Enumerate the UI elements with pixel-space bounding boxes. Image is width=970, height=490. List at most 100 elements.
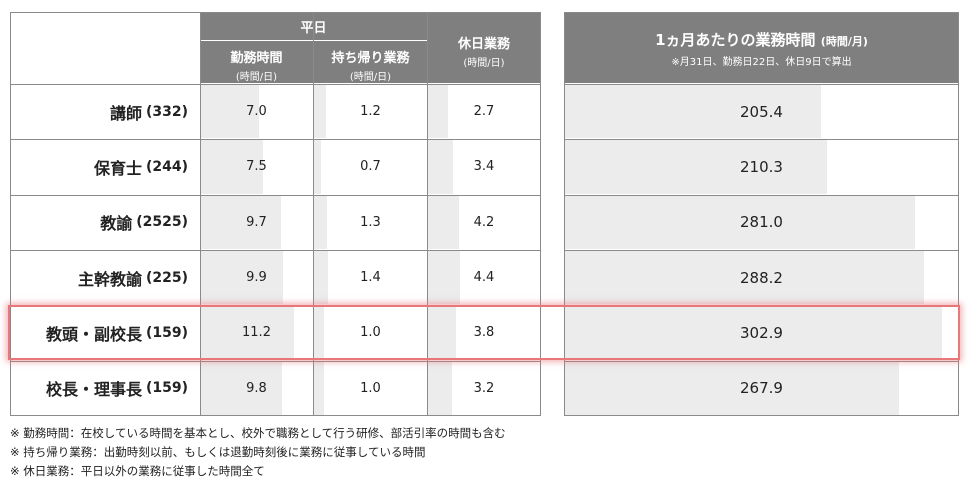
value-monthly: 267.9 (740, 379, 783, 398)
footnotes: ※ 勤務時間：在校している時間を基本とし、校外で職務として行う研修、部活引率の時… (10, 424, 506, 481)
bar-work (200, 361, 283, 415)
cell-takehome: 1.0 (314, 306, 427, 360)
value-monthly: 210.3 (740, 157, 783, 176)
bar-monthly (565, 85, 821, 139)
footnote-work-hours: ※ 勤務時間：在校している時間を基本とし、校外で職務として行う研修、部活引率の時… (10, 426, 506, 440)
holiday-header: 休日業務 (時間/日) (428, 12, 540, 83)
value-holiday: 4.4 (473, 270, 495, 286)
row-label: 主幹教諭 (225) (10, 250, 200, 305)
value-takehome: 1.4 (360, 270, 381, 286)
column-divider (427, 12, 428, 416)
bar-work (200, 250, 283, 305)
bar-work (200, 85, 259, 139)
value-work: 7.0 (246, 104, 267, 120)
value-holiday: 4.2 (473, 214, 495, 230)
monthly-header-unit: (時間/月) (820, 35, 868, 48)
monthly-header-note: ※月31日、勤務日22日、休日9日で算出 (671, 57, 852, 68)
cell-holiday: 3.4 (428, 140, 540, 194)
bar-work (200, 140, 263, 194)
monthly-header: 1ヵ月あたりの業務時間 (時間/月) ※月31日、勤務日22日、休日9日で算出 (565, 12, 958, 83)
row-divider (10, 139, 541, 141)
cell-monthly: 288.2 (565, 250, 958, 305)
value-monthly: 281.0 (740, 213, 783, 232)
cell-monthly: 210.3 (565, 140, 958, 194)
row-divider (10, 305, 541, 307)
row-label-text: 講師 (109, 103, 142, 123)
row-label-text: 教諭 (100, 214, 133, 234)
row-label: 保育士 (244) (10, 139, 200, 194)
bar-takehome (314, 306, 324, 360)
footnote-holiday: ※ 休日業務：平日以外の業務に従事した時間全て (10, 464, 265, 478)
value-takehome: 1.0 (360, 380, 381, 396)
value-work: 9.9 (246, 270, 267, 286)
bar-monthly (565, 140, 827, 194)
cell-work: 7.0 (200, 85, 313, 139)
row-count: (332) (145, 103, 188, 120)
bar-holiday (428, 361, 452, 415)
row-label-text: 教頭・副校長 (45, 324, 142, 344)
row-count: (2525) (136, 214, 188, 231)
bar-takehome (314, 250, 328, 305)
cell-work: 11.2 (200, 306, 313, 360)
bar-work (200, 195, 282, 249)
row-divider (10, 194, 541, 196)
bar-work (200, 306, 294, 360)
bar-monthly (565, 250, 924, 305)
bar-takehome (314, 85, 326, 139)
value-monthly: 205.4 (740, 102, 783, 121)
cell-work: 9.9 (200, 250, 313, 305)
row-label: 教頭・副校長 (159) (10, 305, 200, 360)
row-label: 校長・理事長 (159) (10, 361, 200, 416)
work-hours-header-unit: (時間/日) (235, 72, 278, 83)
cell-holiday: 4.4 (428, 250, 540, 305)
value-takehome: 1.3 (360, 214, 381, 230)
bar-takehome (314, 140, 321, 194)
row-divider (564, 305, 959, 307)
value-monthly: 288.2 (740, 268, 783, 287)
row-label-text: 校長・理事長 (45, 380, 142, 400)
cell-takehome: 1.3 (314, 195, 427, 249)
bar-monthly (565, 195, 915, 249)
holiday-header-unit: (時間/日) (463, 58, 505, 69)
value-takehome: 1.2 (360, 104, 381, 120)
holiday-header-label: 休日業務 (457, 37, 510, 52)
value-takehome: 1.0 (360, 325, 381, 341)
row-divider (10, 360, 541, 362)
takehome-header-unit: (時間/日) (349, 72, 392, 83)
footnote-takehome: ※ 持ち帰り業務：出勤時刻以前、もしくは退勤時刻後に業務に従事している時間 (10, 445, 426, 459)
cell-takehome: 1.0 (314, 361, 427, 415)
value-work: 11.2 (242, 325, 271, 341)
cell-holiday: 3.2 (428, 361, 540, 415)
row-count: (244) (145, 158, 188, 175)
row-divider (564, 249, 959, 251)
row-label-text: 主幹教諭 (77, 269, 142, 289)
value-work: 7.5 (246, 159, 267, 175)
row-label: 教諭 (2525) (10, 195, 200, 250)
row-count: (159) (145, 380, 188, 397)
work-hours-header: 勤務時間 (時間/日) (200, 41, 313, 83)
row-divider (564, 194, 959, 196)
cell-takehome: 1.4 (314, 250, 427, 305)
bar-holiday (428, 306, 457, 360)
row-label: 講師 (332) (10, 84, 200, 139)
row-count: (225) (145, 269, 188, 286)
monthly-header-label: 1ヵ月あたりの業務時間 (655, 31, 816, 49)
bar-takehome (314, 195, 327, 249)
cell-monthly: 205.4 (565, 85, 958, 139)
bar-holiday (428, 250, 461, 305)
takehome-header-label: 持ち帰り業務 (331, 51, 410, 66)
cell-holiday: 2.7 (428, 85, 540, 139)
bar-holiday (428, 195, 459, 249)
cell-holiday: 4.2 (428, 195, 540, 249)
column-divider (313, 12, 314, 416)
cell-monthly: 281.0 (565, 195, 958, 249)
header-divider (564, 84, 959, 85)
value-holiday: 2.7 (473, 104, 495, 120)
cell-monthly: 267.9 (565, 361, 958, 415)
bar-takehome (314, 361, 324, 415)
value-work: 9.7 (246, 214, 267, 230)
value-holiday: 3.8 (473, 325, 495, 341)
column-divider (200, 12, 201, 416)
row-divider (564, 360, 959, 362)
header-divider (10, 84, 541, 85)
